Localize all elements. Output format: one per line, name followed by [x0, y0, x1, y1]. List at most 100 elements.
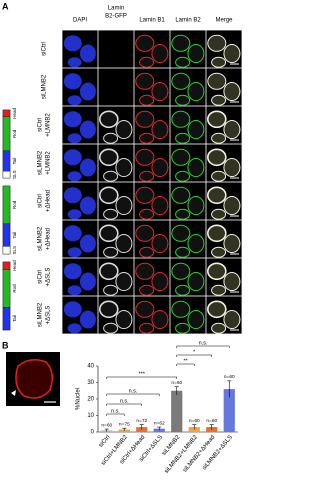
- nucleus: [211, 284, 227, 296]
- significance-label: n.s.: [120, 398, 129, 404]
- construct-domain: [2, 223, 11, 247]
- data-label: n=60: [206, 418, 217, 424]
- x-tick-label: siLMNB2+ΔHead: [182, 434, 216, 473]
- construct-domain: [2, 150, 11, 172]
- nucleus: [139, 170, 155, 182]
- data-label: n=60: [189, 418, 200, 424]
- column-header: B2-GFP: [105, 14, 127, 20]
- nucleus: [187, 120, 205, 140]
- data-label: n=75: [119, 421, 130, 427]
- nucleus: [79, 82, 96, 101]
- data-label: n=60: [224, 374, 235, 380]
- domain-label: Rod: [12, 200, 17, 209]
- nucleus: [135, 262, 155, 280]
- nucleus: [99, 110, 119, 129]
- nucleus: [115, 196, 133, 216]
- nucleus: [223, 272, 241, 292]
- significance-bracket: [106, 413, 125, 416]
- nucleus: [187, 44, 205, 64]
- nucleus: [171, 148, 191, 166]
- nucleus: [103, 208, 119, 220]
- nucleus: [171, 300, 191, 318]
- nucleus: [63, 149, 82, 166]
- row-label: siCtrl: [38, 194, 44, 208]
- domain-label: Tail: [12, 158, 17, 165]
- domain-label: SLS: [12, 246, 17, 255]
- y-tick-label: 30: [87, 380, 94, 386]
- row-label: +LMNB2: [46, 151, 52, 175]
- nucleus: [135, 300, 155, 318]
- nucleus: [63, 187, 82, 204]
- construct-domain: [2, 171, 11, 179]
- nucleus: [211, 246, 227, 258]
- nucleus: [115, 310, 133, 330]
- nucleus: [67, 95, 82, 106]
- nucleus: [175, 132, 191, 144]
- nucleus: [99, 148, 119, 167]
- nucleus: [63, 263, 82, 280]
- row-label: siLMNB2: [42, 74, 48, 99]
- bar: [223, 389, 235, 432]
- domain-label: SLS: [12, 170, 17, 179]
- nucleus: [171, 110, 191, 128]
- nucleus: [207, 224, 227, 243]
- row-label: +ΔHead: [46, 190, 52, 212]
- nucleus: [139, 284, 155, 296]
- nucleus: [187, 82, 205, 102]
- nucleus: [139, 132, 155, 144]
- nucleus: [211, 132, 227, 144]
- significance-bracket: [106, 393, 160, 396]
- nucleus: [135, 224, 155, 242]
- nucleus: [175, 94, 191, 106]
- row-label: siCtrl: [38, 118, 44, 132]
- data-label: n=60: [171, 380, 182, 386]
- y-tick-label: 0: [91, 430, 95, 436]
- nucleus: [63, 111, 82, 128]
- y-tick-label: 20: [87, 397, 94, 403]
- nucleus: [103, 132, 119, 144]
- nucleus: [135, 34, 155, 52]
- construct-domain: [2, 307, 11, 331]
- arrowhead: [11, 390, 16, 396]
- nucleus: [135, 110, 155, 128]
- nucleus: [171, 34, 191, 52]
- nucleus: [79, 44, 96, 63]
- construct-domain: [2, 269, 11, 308]
- construct-domain: [2, 261, 11, 270]
- row-label: siCtrl: [42, 42, 48, 56]
- nucleus: [223, 234, 241, 254]
- nucleus: [151, 234, 169, 254]
- y-tick-label: 40: [87, 364, 94, 370]
- nucleus: [115, 120, 133, 140]
- domain-label: Rod: [12, 129, 17, 138]
- nucleus: [171, 224, 191, 242]
- nucleus: [15, 359, 53, 399]
- significance-label: n.s.: [199, 340, 208, 346]
- nucleus: [207, 148, 227, 167]
- domain-label: Tail: [12, 315, 17, 322]
- nucleus: [63, 73, 82, 90]
- nucleus: [207, 300, 227, 319]
- nucleus: [207, 186, 227, 205]
- nucleus: [151, 158, 169, 178]
- nucleus: [175, 284, 191, 296]
- significance-label: *: [193, 349, 196, 355]
- nucleus: [135, 186, 155, 204]
- significance-bracket: [176, 354, 212, 357]
- nucleus: [223, 196, 241, 216]
- significance-label: ***: [139, 371, 146, 377]
- nucleus: [171, 72, 191, 90]
- row-label: siCtrl: [38, 270, 44, 284]
- data-label: n=72: [136, 418, 147, 424]
- significance-bracket: [176, 363, 195, 366]
- nucleus: [151, 82, 169, 102]
- nucleus: [67, 323, 82, 334]
- nucleus: [139, 56, 155, 68]
- nucleus: [79, 196, 96, 215]
- nucleus: [139, 208, 155, 220]
- row-label: siLMNB2: [38, 302, 44, 327]
- nucleus: [103, 284, 119, 296]
- nucleus: [187, 158, 205, 178]
- nucleus: [103, 246, 119, 258]
